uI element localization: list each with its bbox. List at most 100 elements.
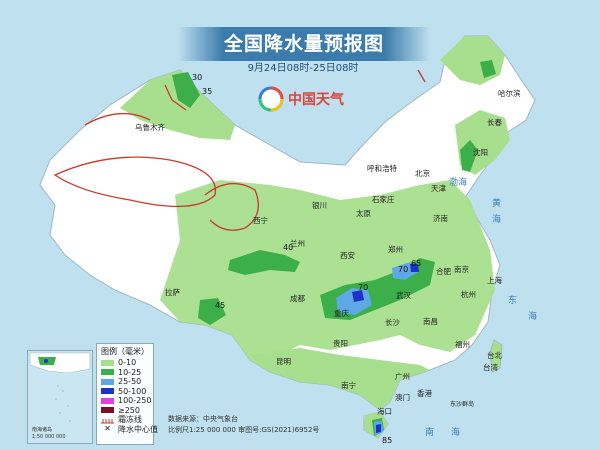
city-label-xian: 西安: [340, 251, 355, 260]
frost-line: [164, 84, 187, 111]
city-label-urumqi: 乌鲁木齐: [135, 123, 165, 132]
legend-item: 10-25: [101, 368, 149, 378]
legend-swatch: [101, 369, 114, 376]
sea-label-east-1: 东: [508, 296, 518, 306]
city-label-guangzhou: 广州: [395, 372, 410, 381]
south-china-sea-inset: 南海诸岛 1:50 000 000: [27, 350, 93, 444]
city-label-hangzhou: 杭州: [461, 290, 476, 299]
rain-center-value: 45: [215, 301, 226, 310]
legend-item-label: 0-10: [118, 358, 137, 368]
frost-line: [84, 112, 151, 126]
sea-label-yellow-2: 海: [492, 215, 502, 225]
city-label-dongsha: 东沙群岛: [450, 401, 475, 408]
city-label-hohhot: 呼和浩特: [367, 164, 397, 173]
legend-item: 50-100: [101, 387, 149, 397]
rain-area-50-100: [352, 290, 364, 302]
rain-area-0-10: [120, 70, 235, 140]
legend-swatch: [101, 378, 114, 385]
rain-center-value: 65: [411, 259, 422, 268]
sea-label-south-1: 南: [425, 428, 435, 438]
rain-center-icon: ✕: [104, 424, 111, 434]
city-label-lhasa: 拉萨: [165, 288, 180, 297]
city-label-wuhan: 武汉: [396, 291, 411, 300]
city-label-chengdu: 成都: [290, 294, 305, 303]
legend-item: 25-50: [101, 377, 149, 387]
map-title: 全国降水量预报图: [178, 27, 430, 61]
legend-item-label: ≥250: [118, 405, 140, 415]
legend-frost-label: 霜冻线: [118, 415, 142, 425]
city-label-taiyuan: 太原: [356, 209, 371, 218]
city-label-shenyang: 沈阳: [473, 148, 488, 157]
frost-line-group: [53, 69, 426, 231]
rain-area-10-25: [172, 72, 200, 108]
brand-name: 中国天气: [288, 92, 344, 108]
city-label-shijiazhuang: 石家庄: [372, 195, 395, 204]
legend-item: ≥250: [101, 406, 149, 416]
rain-area-10-25: [198, 298, 226, 325]
city-label-zhengzhou: 郑州: [388, 245, 403, 254]
rain-area-50-100: [410, 264, 419, 272]
city-label-harbin: 哈尔滨: [498, 89, 521, 98]
legend-swatch: [101, 388, 114, 395]
frost-line: [417, 69, 426, 83]
city-label-fuzhou: 福州: [455, 340, 470, 349]
city-label-haikou: 海口: [377, 407, 392, 416]
rain-center-value: 35: [202, 87, 213, 96]
city-label-kunming: 昆明: [276, 357, 291, 366]
city-label-jinan: 济南: [433, 214, 448, 223]
china-weather-logo-icon: [258, 86, 284, 112]
city-label-taipei: 台北: [487, 351, 502, 360]
city-label-macao: 澳门: [395, 393, 410, 402]
legend-item: 100-250: [101, 396, 152, 406]
legend-item: 0-10: [101, 358, 149, 368]
city-label-shanghai: 上海: [487, 276, 502, 285]
inset-scale-label: 1:50 000 000: [32, 434, 66, 440]
legend-swatch: [101, 407, 114, 414]
inset-label: 南海诸岛: [32, 427, 53, 433]
legend-item-label: 100-250: [118, 396, 152, 406]
legend-frost: 霜冻线: [101, 415, 149, 425]
legend-item-label: 50-100: [118, 386, 147, 396]
legend-center: ✕ 降水中心值: [101, 424, 158, 435]
city-label-changsha: 长沙: [385, 318, 400, 327]
brand-logo: 中国天气: [258, 86, 358, 112]
city-label-nanning: 南宁: [341, 381, 356, 390]
city-label-hefei: 合肥: [436, 267, 451, 276]
legend-item-label: 10-25: [118, 367, 142, 377]
inset-map-graphic: [29, 352, 91, 422]
legend-center-label: 降水中心值: [118, 424, 158, 434]
frost-line: [53, 156, 217, 208]
taiwan-island: [489, 339, 503, 373]
legend-swatch: [101, 359, 114, 366]
city-label-lanzhou: 兰州: [290, 239, 305, 248]
rain-center-value: 40: [283, 243, 294, 252]
city-label-nanchang: 南昌: [423, 317, 438, 326]
sea-label-yellow-1: 黄: [492, 199, 502, 209]
map-legend: 图例（毫米） 0-10 10-25 25-50 50-100 100-250 ≥250 霜…: [96, 343, 158, 445]
footer-scale: 比例尺1:25 000 000 审图号:GS(2021)6952号: [168, 426, 320, 434]
rain-area-50-100: [376, 424, 381, 433]
map-footer: 数据来源：中央气象台 比例尺1:25 000 000 审图号:GS(2021)6…: [168, 414, 319, 436]
frost-line: [204, 183, 259, 231]
rain-area-10-25: [460, 140, 478, 172]
city-label-tianjin: 天津: [431, 184, 446, 193]
legend-item-label: 25-50: [118, 377, 142, 387]
city-label-yinchuan: 银川: [312, 201, 327, 210]
city-label-beijing: 北京: [415, 169, 430, 178]
city-label-nanjing: 南京: [454, 265, 469, 274]
rain-area-10-25: [480, 60, 496, 78]
rain-area-0-10: [250, 348, 430, 410]
city-label-guiyang: 贵阳: [333, 339, 348, 348]
sea-label-south-2: 海: [451, 428, 461, 438]
legend-title: 图例（毫米）: [101, 347, 149, 356]
sea-label-east-2: 海: [528, 312, 538, 322]
city-label-chongqing: 重庆: [334, 309, 349, 318]
legend-swatch: [101, 397, 114, 404]
city-label-hongkong: 香港: [417, 389, 432, 398]
rain-area-10-25: [228, 250, 300, 275]
sea-label-bohai: 渤海: [449, 178, 468, 188]
footer-source: 数据来源：中央气象台: [168, 415, 238, 423]
rain-center-value: 70: [358, 283, 369, 292]
rain-center-value: 70: [398, 265, 409, 274]
